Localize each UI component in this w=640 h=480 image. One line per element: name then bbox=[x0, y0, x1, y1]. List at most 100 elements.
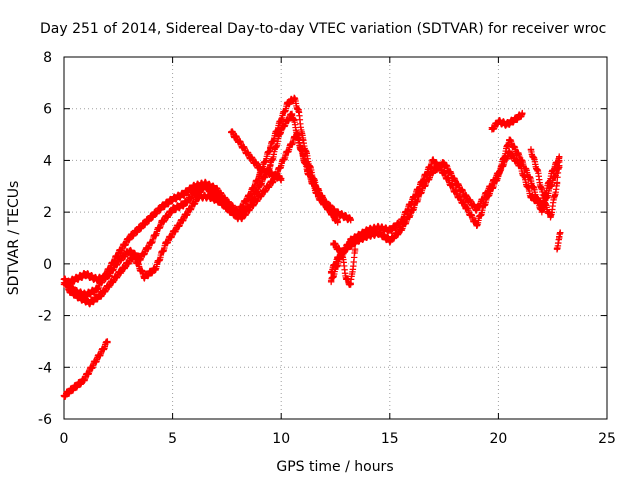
data-point bbox=[397, 227, 404, 234]
data-point bbox=[217, 198, 224, 205]
data-point bbox=[119, 265, 126, 273]
data-point bbox=[375, 224, 383, 231]
x-tick-label: 10 bbox=[272, 431, 290, 447]
data-point bbox=[440, 159, 448, 167]
data-point bbox=[503, 121, 511, 128]
data-point bbox=[162, 239, 170, 247]
data-point bbox=[386, 227, 393, 234]
data-point bbox=[86, 299, 94, 306]
data-point bbox=[351, 247, 359, 255]
y-tick-label: -2 bbox=[38, 309, 52, 325]
data-point bbox=[291, 95, 298, 102]
data-point bbox=[93, 356, 100, 363]
data-point bbox=[86, 366, 94, 374]
data-point bbox=[147, 239, 155, 247]
data-point bbox=[547, 183, 554, 190]
data-point bbox=[125, 234, 133, 242]
data-point bbox=[347, 237, 354, 244]
data-point bbox=[93, 286, 100, 293]
data-point bbox=[343, 214, 350, 221]
data-point bbox=[173, 224, 181, 231]
series-track-j bbox=[527, 146, 563, 221]
data-point bbox=[484, 193, 491, 200]
data-point bbox=[512, 115, 519, 123]
data-point bbox=[97, 291, 105, 299]
x-axis-label: GPS time / hours bbox=[276, 459, 393, 475]
data-point bbox=[554, 239, 562, 247]
y-tick-label: 4 bbox=[43, 153, 52, 169]
series-track-k bbox=[553, 229, 564, 253]
plot-area-frame bbox=[63, 56, 608, 420]
data-point bbox=[516, 154, 524, 162]
data-point bbox=[147, 214, 155, 221]
data-point bbox=[408, 198, 415, 205]
data-point bbox=[462, 203, 470, 211]
data-point bbox=[256, 164, 263, 172]
data-point bbox=[556, 234, 563, 242]
data-point bbox=[495, 172, 502, 180]
data-point bbox=[60, 392, 68, 399]
grid bbox=[64, 57, 607, 419]
data-point bbox=[338, 250, 346, 257]
data-point bbox=[60, 281, 68, 288]
data-point bbox=[267, 170, 274, 177]
data-point bbox=[343, 276, 350, 283]
data-point bbox=[430, 157, 437, 164]
data-point bbox=[80, 377, 87, 384]
data-point bbox=[547, 214, 554, 221]
series-track-c bbox=[65, 131, 341, 308]
data-point bbox=[169, 206, 176, 213]
data-point bbox=[462, 193, 470, 200]
data-point bbox=[256, 172, 263, 180]
data-point bbox=[82, 271, 89, 278]
data-point bbox=[304, 167, 311, 174]
y-tick-label: 2 bbox=[43, 205, 52, 221]
data-point bbox=[440, 170, 448, 177]
data-point bbox=[330, 239, 337, 247]
data-point bbox=[115, 250, 122, 257]
data-point bbox=[364, 227, 372, 234]
data-point bbox=[71, 276, 79, 283]
data-point bbox=[556, 157, 563, 164]
data-point bbox=[506, 136, 513, 143]
data-point bbox=[256, 183, 263, 190]
data-points bbox=[60, 94, 564, 400]
data-point bbox=[267, 162, 274, 169]
data-point bbox=[136, 224, 144, 231]
data-point bbox=[228, 128, 235, 136]
series-track-f bbox=[330, 136, 563, 258]
data-point bbox=[228, 208, 235, 216]
data-point bbox=[451, 177, 459, 185]
data-point bbox=[180, 201, 187, 208]
data-point bbox=[234, 136, 241, 143]
data-point bbox=[93, 276, 100, 283]
data-point bbox=[238, 214, 246, 221]
data-point bbox=[115, 258, 122, 265]
data-point bbox=[325, 206, 333, 213]
y-tick-label: 8 bbox=[43, 50, 52, 66]
axis-ticks bbox=[63, 56, 608, 420]
data-point bbox=[451, 188, 459, 195]
data-point bbox=[180, 190, 187, 198]
data-point bbox=[506, 149, 513, 156]
y-tick-label: -4 bbox=[38, 360, 52, 376]
data-point bbox=[65, 286, 72, 293]
y-tick-label: -6 bbox=[38, 412, 52, 428]
data-point bbox=[201, 183, 209, 190]
series-track-e bbox=[327, 147, 563, 277]
data-point bbox=[104, 273, 111, 280]
x-tick-label: 5 bbox=[168, 431, 177, 447]
data-point bbox=[356, 232, 363, 239]
data-point bbox=[495, 118, 502, 125]
chart-title: Day 251 of 2014, Sidereal Day-to-day VTE… bbox=[40, 21, 606, 37]
data-point bbox=[169, 196, 176, 203]
series-track-d bbox=[60, 338, 111, 400]
data-point bbox=[538, 208, 546, 216]
data-point bbox=[195, 193, 202, 200]
data-point bbox=[278, 115, 285, 123]
data-point bbox=[430, 167, 437, 174]
data-point bbox=[534, 167, 541, 174]
data-point bbox=[527, 146, 535, 154]
data-point bbox=[473, 206, 480, 213]
